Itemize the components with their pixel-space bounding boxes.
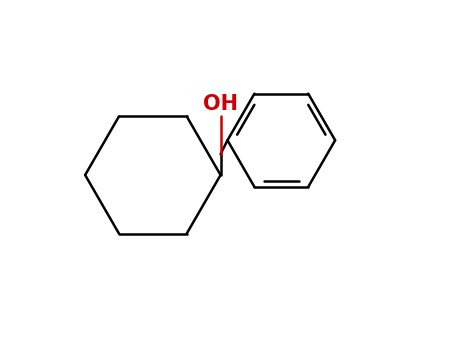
Text: OH: OH	[203, 94, 238, 114]
